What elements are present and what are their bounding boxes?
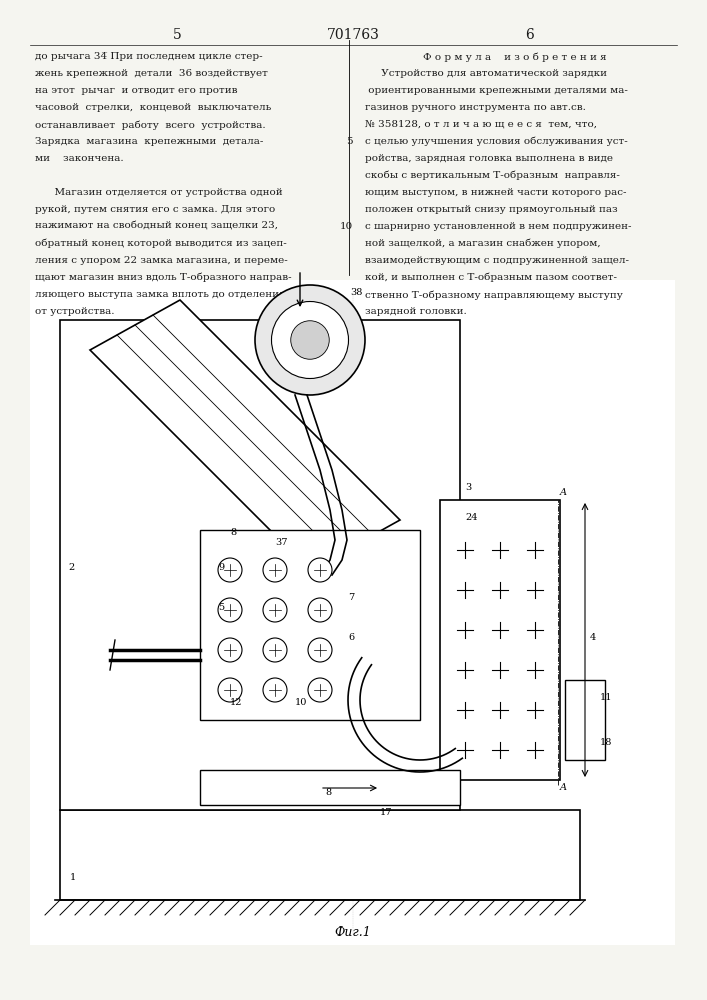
Text: 38: 38 bbox=[350, 288, 363, 297]
Text: обратный конец которой выводится из зацеп-: обратный конец которой выводится из заце… bbox=[35, 239, 287, 248]
Text: 5: 5 bbox=[173, 28, 182, 42]
Text: 2: 2 bbox=[68, 563, 74, 572]
Text: 24: 24 bbox=[465, 513, 477, 522]
Text: ройства, зарядная головка выполнена в виде: ройства, зарядная головка выполнена в ви… bbox=[365, 154, 613, 163]
Text: ляющего выступа замка вплоть до отделения: ляющего выступа замка вплоть до отделени… bbox=[35, 290, 286, 299]
Text: ления с упором 22 замка магазина, и переме-: ления с упором 22 замка магазина, и пере… bbox=[35, 256, 288, 265]
Text: ной защелкой, а магазин снабжен упором,: ной защелкой, а магазин снабжен упором, bbox=[365, 239, 601, 248]
Text: 10: 10 bbox=[295, 698, 308, 707]
Circle shape bbox=[271, 302, 349, 378]
Bar bbox=[565, 680, 605, 760]
Text: газинов ручного инструмента по авт.св.: газинов ручного инструмента по авт.св. bbox=[365, 103, 586, 112]
Text: щают магазин вниз вдоль Т-образного направ-: щают магазин вниз вдоль Т-образного напр… bbox=[35, 273, 291, 282]
Text: 5: 5 bbox=[346, 137, 353, 146]
Text: Магазин отделяется от устройства одной: Магазин отделяется от устройства одной bbox=[35, 188, 283, 197]
Text: 4: 4 bbox=[590, 633, 596, 642]
Text: скобы с вертикальным Т-образным  направля-: скобы с вертикальным Т-образным направля… bbox=[365, 171, 620, 180]
Text: 9: 9 bbox=[218, 563, 224, 572]
Text: с целью улучшения условия обслуживания уст-: с целью улучшения условия обслуживания у… bbox=[365, 137, 628, 146]
Text: 18: 18 bbox=[600, 738, 612, 747]
Bar bbox=[440, 500, 560, 780]
Text: 17: 17 bbox=[380, 808, 392, 817]
Bar bbox=[200, 770, 460, 805]
Circle shape bbox=[308, 558, 332, 582]
Text: Устройство для автоматической зарядки: Устройство для автоматической зарядки bbox=[365, 69, 607, 78]
Text: зарядной головки.: зарядной головки. bbox=[365, 307, 467, 316]
Circle shape bbox=[218, 558, 242, 582]
Bar bbox=[60, 320, 460, 810]
Text: жень крепежной  детали  36 воздействует: жень крепежной детали 36 воздействует bbox=[35, 69, 268, 78]
Text: Ф о р м у л а    и з о б р е т е н и я: Ф о р м у л а и з о б р е т е н и я bbox=[423, 52, 607, 62]
Text: № 358128, о т л и ч а ю щ е е с я  тем, что,: № 358128, о т л и ч а ю щ е е с я тем, ч… bbox=[365, 120, 597, 129]
Text: останавливает  работу  всего  устройства.: останавливает работу всего устройства. bbox=[35, 120, 266, 129]
Circle shape bbox=[291, 321, 329, 359]
Circle shape bbox=[263, 678, 287, 702]
Circle shape bbox=[218, 598, 242, 622]
Text: Фиг.1: Фиг.1 bbox=[334, 926, 371, 938]
Text: A: A bbox=[560, 783, 567, 792]
Text: ственно Т-образному направляющему выступу: ственно Т-образному направляющему выступ… bbox=[365, 290, 623, 300]
Text: 6: 6 bbox=[348, 633, 354, 642]
Bar bbox=[60, 810, 580, 900]
Bar bbox=[200, 530, 420, 720]
Text: ющим выступом, в нижней части которого рас-: ющим выступом, в нижней части которого р… bbox=[365, 188, 626, 197]
Text: кой, и выполнен с Т-образным пазом соответ-: кой, и выполнен с Т-образным пазом соотв… bbox=[365, 273, 617, 282]
Text: ми    закончена.: ми закончена. bbox=[35, 154, 124, 163]
Bar bbox=[30, 280, 675, 945]
Text: нажимают на свободный конец защелки 23,: нажимают на свободный конец защелки 23, bbox=[35, 222, 278, 231]
Text: 3: 3 bbox=[465, 483, 472, 492]
Text: 701763: 701763 bbox=[327, 28, 380, 42]
Text: 8: 8 bbox=[230, 528, 236, 537]
Circle shape bbox=[263, 558, 287, 582]
Text: 10: 10 bbox=[340, 222, 353, 231]
Circle shape bbox=[308, 598, 332, 622]
Text: 37: 37 bbox=[275, 538, 288, 547]
Circle shape bbox=[263, 598, 287, 622]
Text: 12: 12 bbox=[230, 698, 243, 707]
Text: до рычага 34̅ При последнем цикле стер-: до рычага 34̅ При последнем цикле стер- bbox=[35, 52, 262, 61]
Circle shape bbox=[308, 678, 332, 702]
Text: ориентированными крепежными деталями ма-: ориентированными крепежными деталями ма- bbox=[365, 86, 628, 95]
Text: на этот  рычаг  и отводит его против: на этот рычаг и отводит его против bbox=[35, 86, 238, 95]
Text: положен открытый снизу прямоугольный паз: положен открытый снизу прямоугольный паз bbox=[365, 205, 618, 214]
Text: 1: 1 bbox=[70, 873, 76, 882]
Text: 7: 7 bbox=[348, 593, 354, 602]
Text: A: A bbox=[560, 488, 567, 497]
Text: Зарядка  магазина  крепежными  детала-: Зарядка магазина крепежными детала- bbox=[35, 137, 264, 146]
Text: от устройства.: от устройства. bbox=[35, 307, 115, 316]
Polygon shape bbox=[90, 300, 400, 570]
Circle shape bbox=[218, 678, 242, 702]
Circle shape bbox=[218, 638, 242, 662]
Circle shape bbox=[308, 638, 332, 662]
Text: 6: 6 bbox=[525, 28, 534, 42]
Circle shape bbox=[255, 285, 365, 395]
Text: рукой, путем снятия его с замка. Для этого: рукой, путем снятия его с замка. Для это… bbox=[35, 205, 275, 214]
Text: 15: 15 bbox=[340, 307, 353, 316]
Text: 8: 8 bbox=[325, 788, 331, 797]
Text: 11: 11 bbox=[600, 693, 612, 702]
Circle shape bbox=[263, 638, 287, 662]
Text: часовой  стрелки,  концевой  выключатель: часовой стрелки, концевой выключатель bbox=[35, 103, 271, 112]
Text: с шарнирно установленной в нем подпружинен-: с шарнирно установленной в нем подпружин… bbox=[365, 222, 631, 231]
Text: взаимодействующим с подпружиненной защел-: взаимодействующим с подпружиненной защел… bbox=[365, 256, 629, 265]
Text: 5: 5 bbox=[218, 603, 224, 612]
